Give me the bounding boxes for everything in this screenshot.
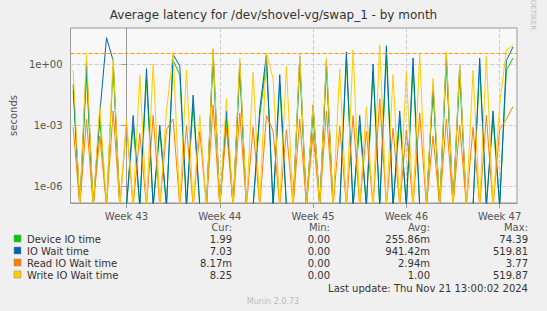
- svg-text:Average latency for /dev/shove: Average latency for /dev/shovel-vg/swap_…: [110, 8, 437, 22]
- svg-text:IO Wait time: IO Wait time: [27, 246, 89, 257]
- svg-text:Min:: Min:: [309, 222, 330, 233]
- svg-text:Max:: Max:: [504, 222, 528, 233]
- svg-text:255.86m: 255.86m: [385, 234, 430, 245]
- svg-text:8.25: 8.25: [210, 270, 232, 281]
- svg-text:1e-06: 1e-06: [34, 181, 63, 192]
- svg-text:Week 43: Week 43: [105, 211, 148, 222]
- svg-text:74.39: 74.39: [499, 234, 528, 245]
- svg-text:941.42m: 941.42m: [385, 246, 430, 257]
- svg-text:0.00: 0.00: [308, 270, 330, 281]
- svg-text:8.17m: 8.17m: [200, 258, 232, 269]
- svg-text:2.94m: 2.94m: [398, 258, 430, 269]
- svg-text:1.99: 1.99: [210, 234, 232, 245]
- svg-text:519.81: 519.81: [493, 246, 528, 257]
- svg-text:Avg:: Avg:: [408, 222, 430, 233]
- svg-text:Week 47: Week 47: [478, 211, 521, 222]
- svg-text:1e-03: 1e-03: [34, 120, 63, 131]
- svg-text:1.00: 1.00: [408, 270, 430, 281]
- svg-text:1e+00: 1e+00: [29, 59, 63, 70]
- svg-text:3.77: 3.77: [506, 258, 528, 269]
- svg-text:519.87: 519.87: [493, 270, 528, 281]
- svg-text:Write IO Wait time: Write IO Wait time: [27, 270, 118, 281]
- svg-text:Device IO time: Device IO time: [27, 234, 101, 245]
- svg-text:RRDTOOL / TOBI OETIKER: RRDTOOL / TOBI OETIKER: [529, 0, 537, 30]
- svg-text:Last update: Thu Nov 21 13:00:: Last update: Thu Nov 21 13:00:02 2024: [328, 283, 528, 294]
- svg-text:Week 44: Week 44: [198, 211, 241, 222]
- svg-text:Munin 2.0.73: Munin 2.0.73: [247, 297, 299, 306]
- svg-text:7.03: 7.03: [210, 246, 232, 257]
- svg-text:seconds: seconds: [8, 95, 19, 136]
- svg-text:Week 45: Week 45: [291, 211, 334, 222]
- svg-text:0.00: 0.00: [308, 258, 330, 269]
- svg-text:0.00: 0.00: [308, 246, 330, 257]
- svg-text:Read IO Wait time: Read IO Wait time: [27, 258, 117, 269]
- svg-text:Cur:: Cur:: [211, 222, 232, 233]
- svg-text:0.00: 0.00: [308, 234, 330, 245]
- svg-text:Week 46: Week 46: [385, 211, 428, 222]
